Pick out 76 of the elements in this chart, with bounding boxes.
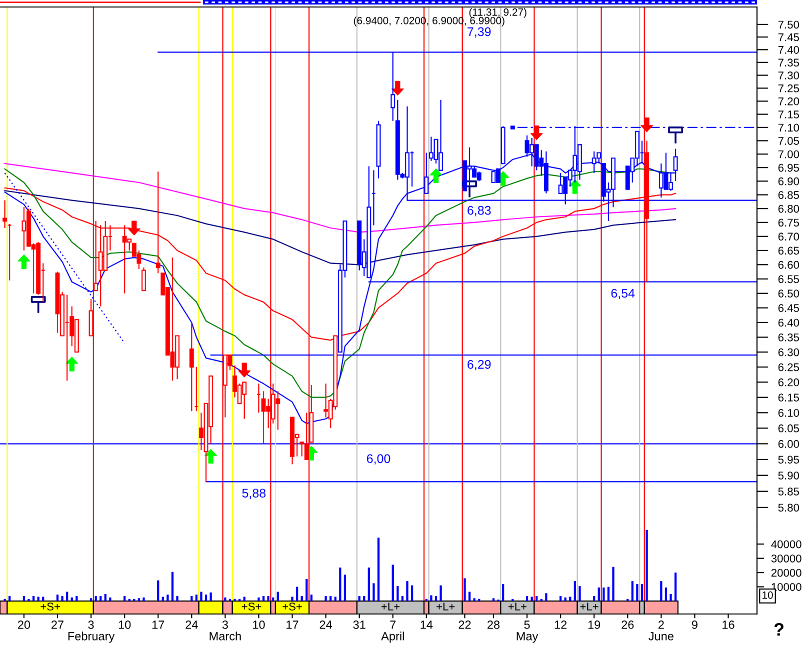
y-tick-label: 6.85 [778, 191, 799, 199]
x-tick-label: 28 [488, 620, 500, 629]
x-tick-label: 12 [554, 620, 567, 629]
x-tick-label: 26 [622, 620, 634, 629]
y-tick-label: 7.45 [778, 33, 799, 42]
annotation: 5,88 [242, 488, 266, 500]
y-tick-label: 6.65 [778, 246, 799, 255]
y-tick-label: 6.00 [778, 440, 800, 448]
x-tick-label: 19 [588, 620, 600, 629]
x-tick-label: 31 [353, 620, 366, 629]
y-tick-label: 7.25 [778, 84, 799, 92]
band-label: +L+ [508, 602, 526, 610]
y-tick-label: 7.30 [778, 72, 800, 80]
x-tick-label: 16 [722, 620, 734, 629]
x-tick-label: 7 April [381, 620, 404, 643]
band-label: +S+ [40, 602, 60, 611]
x-tick-label: 10 [253, 620, 265, 629]
x-tick-label: 14 [420, 620, 433, 629]
y-tick-label: 6.10 [778, 408, 800, 417]
y-tick-label: 6.80 [778, 204, 800, 213]
y-tick-label: 5.85 [778, 488, 799, 496]
y-tick-label: 20000 [771, 568, 802, 577]
y-tick-label: 6.50 [778, 290, 800, 298]
y-tick-label: 7.15 [778, 110, 799, 118]
y-tick-label: 6.70 [778, 232, 800, 241]
y-tick-label: 7.35 [778, 58, 799, 67]
y-tick-label: 6.15 [778, 394, 799, 402]
y-tick-label: 6.45 [778, 304, 799, 312]
text: ? [774, 623, 784, 636]
x-tick-label: 5 May [516, 620, 538, 643]
y-tick-label: 6.40 [778, 318, 800, 327]
y-tick-label: 6.55 [778, 275, 799, 284]
band-label: +L+ [381, 602, 400, 610]
chart-title: (11.31, 9.27) [469, 8, 526, 18]
band-label: +S+ [282, 602, 302, 611]
x-tick-label: 3 March [210, 620, 241, 640]
y-tick-label: 6.20 [778, 378, 800, 386]
band-label: +S+ [242, 602, 262, 611]
x-tick-label: 17 [286, 620, 298, 629]
x-tick-label: 2 June [648, 620, 674, 640]
y-tick-label: 6.30 [778, 348, 800, 356]
y-tick-label: 5.80 [778, 504, 800, 512]
annotation: 6,83 [468, 206, 491, 216]
x-tick-label: 24 [186, 620, 198, 629]
y-tick-label: 6.05 [778, 424, 799, 432]
annotation: 7,39 [468, 27, 491, 38]
x-tick-label: 20 [18, 620, 30, 629]
y-tick-label: 30000 [771, 554, 802, 562]
x-tick-label: 9 [692, 620, 698, 629]
text: 10 [762, 591, 773, 599]
y-tick-label: 7.05 [778, 136, 799, 145]
x-tick-label: 3 February [68, 620, 115, 643]
annotation: 6,00 [366, 454, 390, 465]
y-tick-label: 7.00 [778, 150, 800, 158]
y-tick-label: 7.20 [778, 97, 800, 106]
band-label: +L+ [580, 602, 598, 610]
y-tick-label: 6.35 [778, 333, 799, 342]
y-tick-label: 7.10 [778, 124, 800, 132]
annotation: 6,54 [611, 288, 635, 300]
annotation: 6,29 [468, 360, 491, 370]
y-tick-label: 40000 [771, 540, 802, 548]
y-tick-label: 5.95 [778, 456, 799, 464]
x-tick-label: 10 [118, 620, 131, 629]
x-tick-label: 17 [152, 620, 164, 629]
y-tick-label: 6.95 [778, 164, 799, 172]
y-tick-label: 7.50 [778, 20, 800, 29]
y-tick-label: 6.60 [778, 260, 800, 269]
y-tick-label: 6.25 [778, 363, 799, 372]
x-tick-label: 22 [458, 620, 471, 629]
x-tick-label: 27 [52, 620, 64, 629]
y-tick-label: 5.90 [778, 472, 800, 480]
y-tick-label: 7.40 [778, 46, 800, 54]
x-tick-label: 24 [320, 620, 332, 629]
band-label: +L+ [436, 602, 455, 610]
y-tick-label: 6.90 [778, 177, 800, 186]
y-tick-label: 6.75 [778, 218, 799, 227]
